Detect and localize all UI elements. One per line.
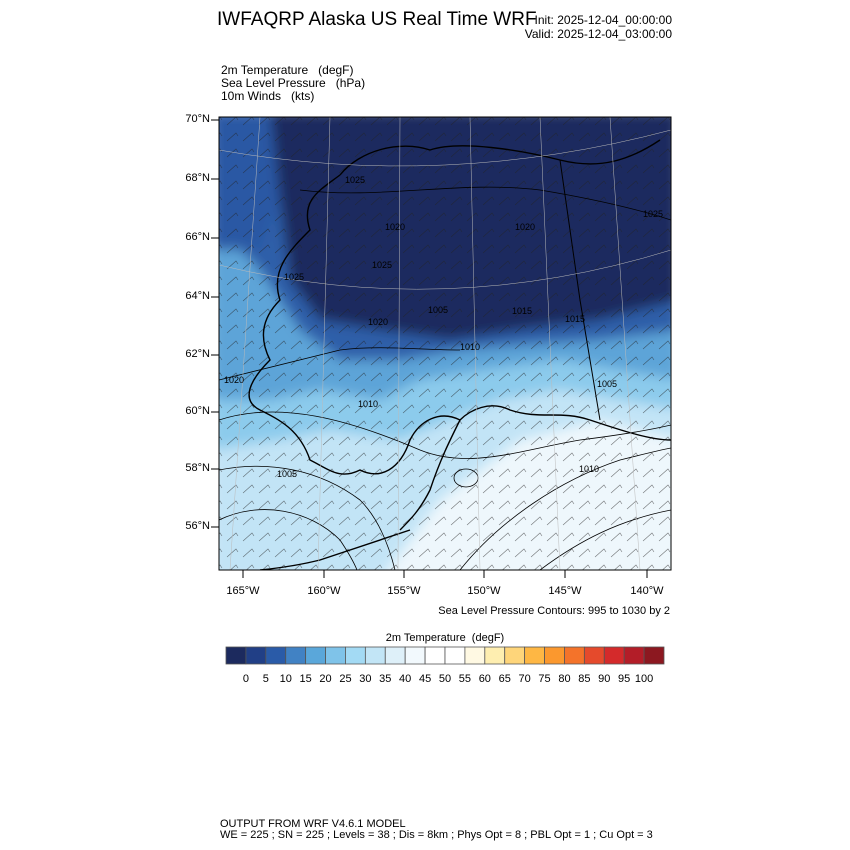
lat-label: 62°N bbox=[185, 348, 210, 360]
contour-label: 1025 bbox=[372, 260, 392, 270]
colorbar bbox=[225, 646, 665, 665]
init-time: Init: 2025-12-04_00:00:00 bbox=[534, 13, 672, 27]
colorbar-label: 90 bbox=[598, 673, 611, 685]
contour-label: 1005 bbox=[597, 379, 617, 389]
colorbar-label: 25 bbox=[339, 673, 352, 685]
contour-label: 1025 bbox=[345, 175, 365, 185]
colorbar-swatch bbox=[643, 646, 665, 665]
colorbar-swatch bbox=[623, 646, 645, 665]
lon-label: 150°W bbox=[467, 585, 501, 597]
colorbar-swatch bbox=[583, 646, 605, 665]
colorbar-label: 50 bbox=[438, 673, 452, 685]
temperature-field: 1025 1020 1025 1020 1025 1020 1015 1015 … bbox=[219, 117, 671, 570]
colorbar-swatch bbox=[544, 646, 565, 665]
contour-label: 1015 bbox=[512, 306, 532, 316]
lon-label: 140°W bbox=[630, 585, 664, 597]
colorbar-label: 80 bbox=[558, 673, 571, 685]
colorbar-swatch bbox=[305, 646, 326, 665]
colorbar-label: 95 bbox=[618, 673, 631, 685]
colorbar-label: 60 bbox=[478, 673, 491, 685]
colorbar-label: 45 bbox=[418, 673, 432, 685]
footer-model: OUTPUT FROM WRF V4.6.1 MODEL bbox=[220, 818, 406, 830]
colorbar-swatch bbox=[265, 646, 287, 665]
contour-label: 1010 bbox=[358, 399, 378, 409]
contour-note: Sea Level Pressure Contours: 995 to 1030… bbox=[438, 605, 670, 617]
graticule bbox=[219, 117, 671, 570]
colorbar-swatch bbox=[285, 646, 307, 665]
lat-label: 58°N bbox=[185, 462, 210, 474]
colorbar-swatch bbox=[444, 646, 466, 665]
wind-barbs bbox=[219, 117, 671, 570]
lat-label: 68°N bbox=[185, 172, 210, 184]
contour-label: 1020 bbox=[385, 222, 405, 232]
colorbar-swatch bbox=[345, 646, 366, 665]
colorbar-label: 35 bbox=[379, 673, 392, 685]
axis-ticks bbox=[211, 119, 648, 578]
lat-label: 70°N bbox=[185, 113, 210, 125]
lon-label: 145°W bbox=[548, 585, 582, 597]
colorbar-label: 75 bbox=[538, 673, 551, 685]
contour-label: 1010 bbox=[460, 342, 480, 352]
colorbar-swatch bbox=[325, 646, 346, 665]
plot-title: IWFAQRP Alaska US Real Time WRF bbox=[217, 9, 537, 30]
field-label-winds: 10m Winds (kts) bbox=[221, 89, 315, 103]
colorbar-swatch bbox=[245, 646, 267, 665]
contour-label: 1020 bbox=[368, 317, 388, 327]
colorbar-label: 30 bbox=[359, 673, 372, 685]
colorbar-label: 100 bbox=[634, 673, 654, 685]
colorbar-label: 10 bbox=[279, 673, 292, 685]
contour-label: 1020 bbox=[224, 375, 244, 385]
colorbar-swatch bbox=[384, 646, 406, 665]
colorbar-swatch bbox=[524, 646, 545, 665]
valid-time: Valid: 2025-12-04_03:00:00 bbox=[524, 27, 672, 41]
colorbar-label: 0 bbox=[242, 673, 249, 685]
colorbar-swatch bbox=[404, 646, 426, 665]
colorbar-swatch bbox=[464, 646, 486, 665]
contour-label: 1005 bbox=[277, 469, 297, 479]
field-label-temperature: 2m Temperature (degF) bbox=[221, 63, 354, 77]
footer-options: WE = 225 ; SN = 225 ; Levels = 38 ; Dis … bbox=[220, 829, 653, 841]
contour-label: 1010 bbox=[579, 464, 599, 474]
map-frame bbox=[218, 116, 672, 571]
field-label-pressure: Sea Level Pressure (hPa) bbox=[221, 76, 366, 90]
colorbar-swatch bbox=[564, 646, 585, 665]
contour-label: 1015 bbox=[565, 314, 585, 324]
colorbar-swatch bbox=[225, 646, 247, 665]
lon-label: 165°W bbox=[226, 585, 260, 597]
lat-label: 66°N bbox=[185, 231, 210, 243]
colorbar-label: 5 bbox=[262, 673, 269, 685]
contour-label: 1025 bbox=[643, 209, 663, 219]
contour-label: 1020 bbox=[515, 222, 535, 232]
colorbar-swatch bbox=[603, 646, 625, 665]
colorbar-swatch bbox=[364, 646, 386, 665]
colorbar-swatch bbox=[424, 646, 446, 665]
contour-label: 1005 bbox=[428, 305, 448, 315]
coastline bbox=[248, 139, 671, 570]
contour-labels: 1025 1020 1025 1020 1025 1020 1015 1015 … bbox=[224, 175, 663, 479]
lon-label: 155°W bbox=[387, 585, 421, 597]
colorbar-swatch bbox=[484, 646, 506, 665]
colorbar-title: 2m Temperature (degF) bbox=[385, 632, 505, 644]
lat-label: 64°N bbox=[185, 290, 210, 302]
colorbar-label: 65 bbox=[498, 673, 511, 685]
colorbar-label: 85 bbox=[578, 673, 591, 685]
colorbar-label: 55 bbox=[458, 673, 472, 685]
colorbar-label: 70 bbox=[518, 673, 531, 685]
lon-label: 160°W bbox=[307, 585, 341, 597]
colorbar-label: 40 bbox=[399, 673, 412, 685]
colorbar-label: 20 bbox=[319, 673, 332, 685]
colorbar-swatch bbox=[504, 646, 526, 665]
colorbar-label: 15 bbox=[299, 673, 312, 685]
lat-label: 56°N bbox=[185, 520, 210, 532]
slp-contours bbox=[219, 186, 671, 570]
contour-label: 1025 bbox=[284, 272, 304, 282]
lat-label: 60°N bbox=[185, 405, 210, 417]
